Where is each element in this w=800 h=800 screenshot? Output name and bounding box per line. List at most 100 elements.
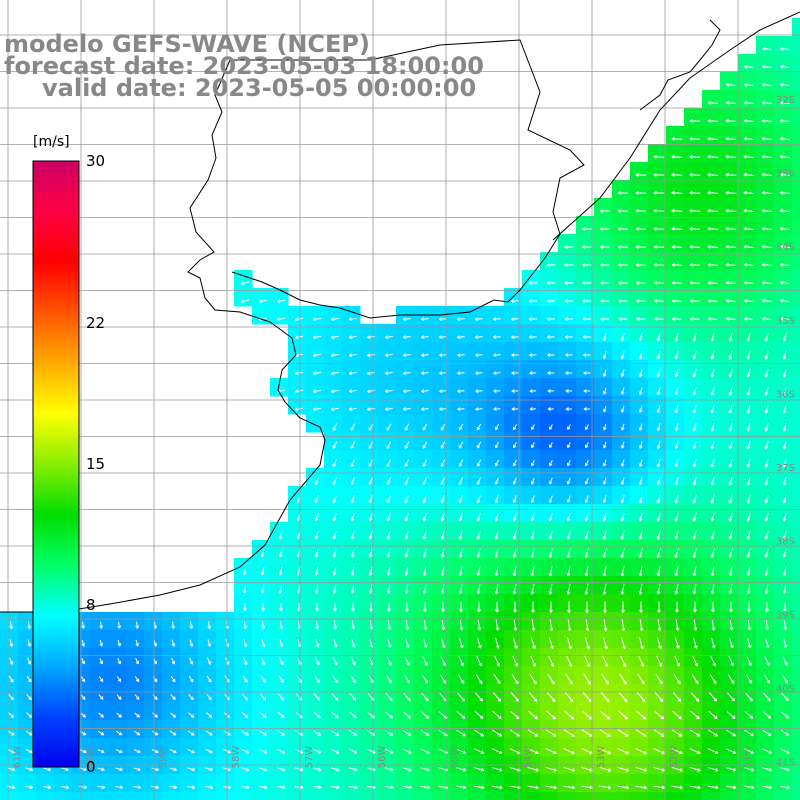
- wind-arrow: [780, 64, 790, 69]
- wind-arrow: [348, 748, 358, 754]
- wind-arrow: [80, 694, 86, 700]
- wind-arrow: [440, 495, 445, 504]
- wind-cell: [18, 774, 37, 793]
- wind-arrow: [458, 441, 464, 449]
- wind-arrow: [351, 602, 355, 612]
- wind-arrow: [728, 476, 733, 486]
- wind-arrow: [692, 368, 697, 378]
- wind-cell: [738, 90, 757, 109]
- wind-cell: [612, 198, 631, 217]
- wind-arrow: [620, 459, 625, 467]
- wind-cell: [630, 360, 649, 379]
- wind-cell: [756, 72, 775, 91]
- wind-arrow: [332, 441, 338, 449]
- wind-cell: [738, 54, 757, 73]
- wind-arrow: [780, 316, 790, 321]
- wind-cell: [792, 36, 800, 55]
- wind-cell: [450, 450, 469, 469]
- wind-cell: [630, 702, 649, 721]
- wind-arrow: [725, 280, 736, 285]
- wind-arrow: [638, 512, 643, 522]
- wind-arrow: [545, 766, 557, 772]
- wind-cell: [126, 630, 145, 649]
- wind-cell: [360, 738, 379, 757]
- wind-cell: [414, 630, 433, 649]
- wind-cell: [486, 378, 505, 397]
- wind-cell: [504, 720, 523, 739]
- wind-cell: [684, 252, 703, 271]
- wind-arrow: [404, 512, 409, 522]
- wind-arrow: [583, 673, 591, 685]
- wind-arrow: [476, 566, 481, 577]
- wind-arrow: [707, 208, 719, 213]
- wind-arrow: [585, 424, 589, 431]
- wind-cell: [576, 414, 595, 433]
- wind-cell: [378, 702, 397, 721]
- wind-arrow: [133, 730, 141, 736]
- wind-cell: [738, 774, 757, 793]
- wind-cell: [630, 396, 649, 415]
- wind-cell: [54, 792, 73, 800]
- wind-cell: [594, 342, 613, 361]
- wind-cell: [324, 576, 343, 595]
- wind-arrow: [25, 748, 33, 754]
- wind-arrow: [728, 512, 733, 522]
- wind-cell: [342, 396, 361, 415]
- wind-cell: [342, 792, 361, 800]
- wind-cell: [288, 522, 307, 541]
- wind-arrow: [97, 785, 105, 790]
- wind-arrow: [671, 208, 683, 213]
- wind-arrow: [207, 657, 212, 665]
- wind-arrow: [440, 477, 445, 486]
- wind-cell: [288, 792, 307, 800]
- wind-arrow: [564, 281, 574, 285]
- wind-arrow: [618, 263, 628, 267]
- wind-cell: [432, 342, 451, 361]
- wind-arrow: [746, 566, 751, 576]
- wind-cell: [756, 576, 775, 595]
- wind-cell: [252, 738, 271, 757]
- wind-cell: [594, 522, 613, 541]
- wind-cell: [504, 396, 523, 415]
- wind-arrow: [368, 477, 374, 486]
- wind-arrow: [527, 748, 539, 755]
- wind-cell: [792, 324, 800, 343]
- wind-cell: [702, 216, 721, 235]
- wind-arrow: [386, 584, 391, 594]
- wind-arrow: [531, 424, 535, 431]
- wind-arrow: [564, 299, 574, 303]
- wind-cell: [594, 702, 613, 721]
- wind-arrow: [746, 656, 752, 666]
- wind-cell: [522, 522, 541, 541]
- wind-cell: [666, 162, 685, 181]
- wind-arrow: [566, 477, 571, 485]
- wind-arrow: [476, 423, 482, 431]
- wind-arrow: [654, 692, 664, 703]
- wind-cell: [774, 234, 793, 253]
- wind-cell: [522, 684, 541, 703]
- wind-arrow: [708, 729, 719, 737]
- wind-arrow: [441, 602, 445, 613]
- wind-cell: [342, 378, 361, 397]
- wind-arrow: [620, 655, 627, 667]
- wind-arrow: [764, 512, 769, 522]
- wind-arrow: [440, 459, 446, 467]
- wind-cell: [108, 738, 127, 757]
- wind-cell: [684, 486, 703, 505]
- wind-cell: [378, 792, 397, 800]
- wind-arrow: [707, 172, 719, 177]
- wind-arrow: [402, 785, 412, 790]
- wind-cell: [612, 558, 631, 577]
- wind-arrow: [277, 748, 286, 754]
- wind-arrow: [260, 675, 266, 683]
- wind-cell: [414, 792, 433, 800]
- wind-cell: [198, 774, 217, 793]
- wind-cell: [774, 396, 793, 415]
- wind-cell: [576, 360, 595, 379]
- wind-arrow: [402, 748, 412, 754]
- wind-arrow: [171, 657, 176, 665]
- wind-arrow: [726, 711, 736, 719]
- wind-cell: [792, 720, 800, 739]
- wind-cell: [792, 252, 800, 271]
- wind-cell: [450, 522, 469, 541]
